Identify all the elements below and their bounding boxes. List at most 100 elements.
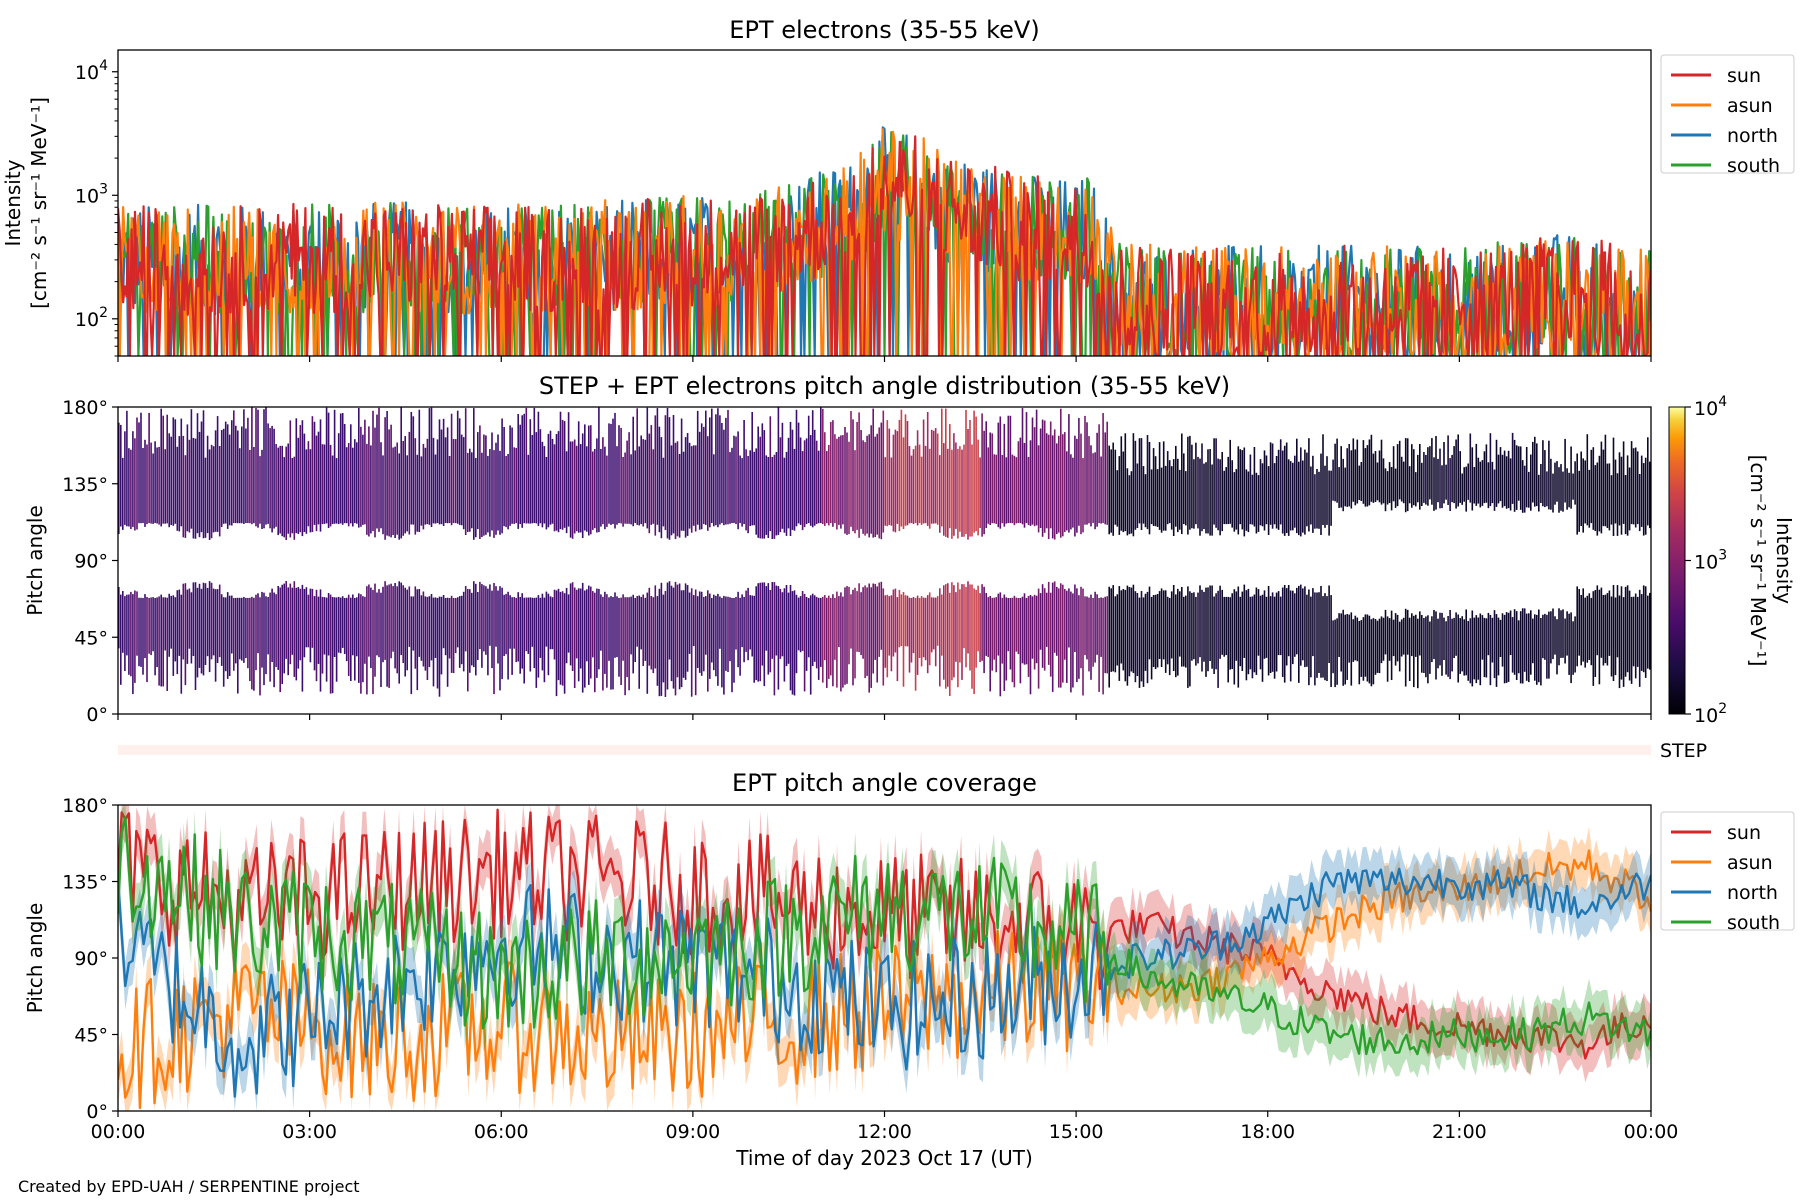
heatmap-strip [239,448,241,524]
heatmap-strip [1382,458,1385,504]
heatmap-strip [1481,460,1484,506]
heatmap-strip [771,582,774,659]
heatmap-strip [331,455,334,524]
heatmap-strip [1356,617,1359,662]
heatmap-strip [1368,615,1371,684]
heatmap-strip [705,410,707,525]
heatmap-strip [261,449,263,529]
heatmap-strip [739,455,741,524]
heatmap-strip [1197,592,1199,664]
heatmap-strip [1003,423,1006,527]
heatmap-strip [1005,597,1008,681]
heatmap-strip [249,449,251,524]
heatmap-strip [237,597,239,694]
heatmap-strip [811,410,814,528]
heatmap-strip [198,431,201,538]
heatmap-strip [1106,596,1108,674]
heatmap-strip [1532,441,1534,503]
heatmap-strip [297,587,300,669]
heatmap-strip [1540,618,1542,686]
heatmap-strip [1215,438,1217,528]
heatmap-strip [688,592,691,654]
heatmap-strip [785,451,788,536]
heatmap-strip [581,582,584,693]
heatmap-strip [406,455,408,532]
heatmap-strip [1134,591,1137,683]
heatmap-strip [602,437,604,525]
heatmap-strip [1110,449,1112,533]
heatmap-strip [1021,408,1024,525]
heatmap-strip [452,439,455,524]
heatmap-strip [1096,432,1098,527]
heatmap-strip [1112,442,1114,536]
heatmap-strip [870,587,872,688]
heatmap-strip [1556,461,1558,502]
heatmap-strip [1203,591,1205,662]
heatmap-strip [743,420,745,524]
heatmap-strip [1213,438,1215,525]
heatmap-strip [872,583,874,674]
heatmap-strip [376,592,378,656]
heatmap-strip [1166,451,1169,525]
heatmap-strip [1421,615,1423,673]
heatmap-strip [1168,597,1171,676]
heatmap-strip [458,418,461,525]
heatmap-strip [277,447,279,536]
heatmap-strip [341,596,344,648]
heatmap-strip [1027,596,1030,677]
heatmap-strip [1064,432,1066,532]
heatmap-strip [805,438,808,524]
heatmap-strip [775,585,778,656]
heatmap-strip [1449,458,1451,511]
intensity-series [118,126,1651,356]
heatmap-strip [698,591,701,673]
heatmap-strip [343,598,346,654]
heatmap-strip [303,433,306,532]
heatmap-strip [969,420,971,537]
heatmap-strip [755,586,757,681]
heatmap-strip [616,596,618,658]
heatmap-strip [450,413,453,526]
heatmap-strip [934,428,937,524]
heatmap-strip [1606,463,1609,528]
heatmap-strip [575,445,578,532]
heatmap-strip [1326,456,1328,525]
heatmap-strip [1632,448,1635,525]
heatmap-strip [1334,619,1336,688]
heatmap-strip [1501,454,1504,508]
heatmap-strip [1394,613,1397,666]
colorbar [1668,406,1686,715]
heatmap-strip [1259,595,1262,670]
heatmap-strip [581,433,584,538]
heatmap-strip [1602,449,1605,527]
heatmap-strip [1072,593,1074,688]
heatmap-strip [1358,465,1361,500]
heatmap-strip [442,418,445,526]
heatmap-strip [678,583,681,690]
heatmap-strip [630,596,632,655]
legend-label-north: north [1727,125,1778,147]
heatmap-strip [817,597,820,680]
heatmap-strip [525,407,528,524]
heatmap-strip [325,597,328,682]
heatmap-strip [543,446,546,524]
heatmap-strip [961,584,963,680]
heatmap-strip [1348,614,1350,663]
heatmap-strip [273,592,275,688]
heatmap-strip [180,418,183,527]
heatmap-strip [317,431,320,525]
heatmap-strip [273,428,275,529]
heatmap-strip [444,437,447,523]
heatmap-strip [194,582,197,690]
heatmap-strip [1402,617,1405,655]
heatmap-strip [1310,596,1312,678]
heatmap-strip [1513,609,1516,675]
heatmap-strip [1243,447,1246,537]
heatmap-strip [210,582,213,660]
heatmap-strip [959,446,961,532]
heatmap-strip [1120,590,1123,664]
heatmap-strip [1517,620,1520,674]
heatmap-strip [594,449,596,529]
heatmap-strip [1618,595,1621,689]
heatmap-strip [1275,456,1278,529]
